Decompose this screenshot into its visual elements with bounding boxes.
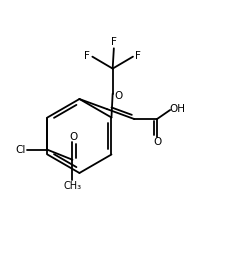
Text: OH: OH: [169, 104, 185, 114]
Text: F: F: [135, 51, 141, 61]
Text: CH₃: CH₃: [64, 181, 82, 191]
Text: O: O: [70, 132, 78, 142]
Text: F: F: [84, 51, 90, 61]
Text: O: O: [153, 137, 162, 147]
Text: Cl: Cl: [15, 145, 26, 155]
Text: F: F: [111, 37, 117, 47]
Text: O: O: [114, 91, 123, 101]
